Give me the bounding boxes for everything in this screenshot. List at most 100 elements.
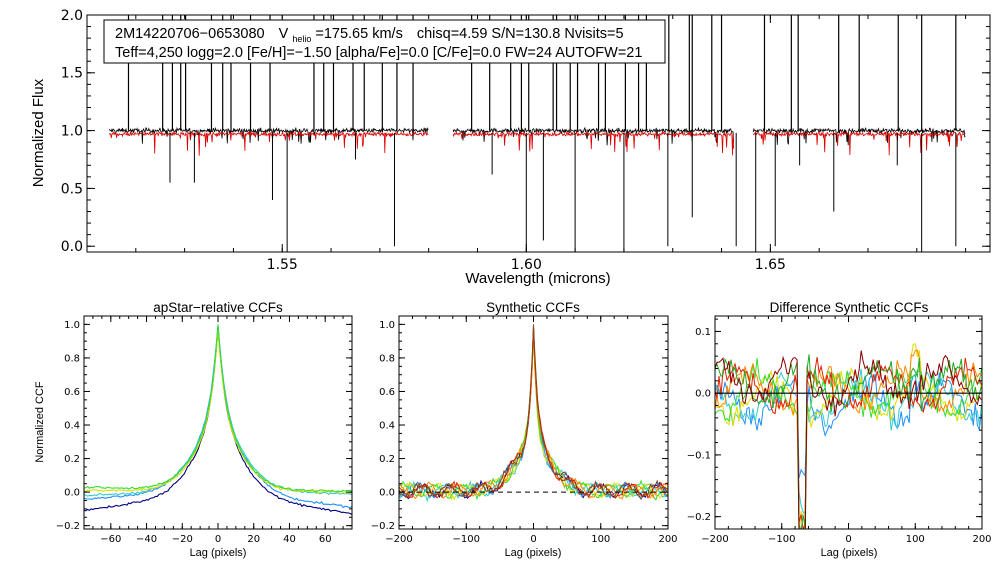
annotation-line-1: 2M14220706−0653080 V helio =175.65 km/s … xyxy=(115,26,624,46)
apstar-ccf-xtick-label: −40 xyxy=(136,534,157,545)
spectrum-ticks: 1.55 1.60 1.65 0.0 0.5 1.0 1.5 2.0 xyxy=(61,8,990,273)
fit-stats: chisq=4.59 S/N=130.8 Nvisits=5 xyxy=(417,26,624,42)
apstar-ccf-ytick-label: 0.6 xyxy=(64,387,80,398)
spectrum-xtick-label: 1.65 xyxy=(755,257,786,273)
synthetic-ccf-ytick-label: −0.2 xyxy=(371,521,395,532)
synthetic-ccf-xtick-label: −200 xyxy=(385,534,412,545)
vhelio-prefix: V xyxy=(279,26,289,42)
synthetic-ccf-line xyxy=(399,326,668,499)
spectrum-observed-line xyxy=(108,126,429,144)
spectrum-observed-line xyxy=(752,126,966,146)
spectrum-ytick-label: 1.5 xyxy=(61,66,83,82)
apstar-ccf-line xyxy=(84,329,352,497)
difference-ccf-panel: Difference Synthetic CCFs −200 −100 0 100 20… xyxy=(687,300,992,559)
spectrum-panel: 1.55 1.60 1.65 0.0 0.5 1.0 1.5 2.0 Wavelength (… xyxy=(30,8,991,287)
synthetic-ccf-title: Synthetic CCFs xyxy=(486,300,580,315)
difference-ccf-ytick-label: 0.0 xyxy=(695,389,711,400)
synthetic-ccf-line xyxy=(399,327,668,500)
synthetic-ccf-series xyxy=(399,324,668,503)
apstar-ccf-line xyxy=(84,326,352,509)
spectrum-xtick-label: 1.55 xyxy=(267,257,298,273)
synthetic-ccf-ytick-label: 1.0 xyxy=(379,320,395,331)
synthetic-ccf-ytick-label: 0.2 xyxy=(379,454,395,465)
difference-ccf-line xyxy=(715,358,982,529)
synthetic-ccf-ticks: −200 −100 0 100 200 −0.2 0.0 0.2 0.4 0.6 0.8 1.0 xyxy=(371,315,678,545)
synthetic-ccf-xtick-label: 0 xyxy=(530,534,536,545)
synthetic-ccf-line xyxy=(399,331,668,501)
difference-ccf-line xyxy=(715,349,982,529)
difference-ccf-ytick-label: −0.2 xyxy=(687,512,711,523)
annotation-line-2: Teff=4,250 logg=2.0 [Fe/H]=−1.50 [alpha/… xyxy=(115,45,642,61)
apstar-ccf-ytick-label: 0.8 xyxy=(64,353,80,364)
synthetic-ccf-line xyxy=(399,329,668,500)
vhelio-value: =175.65 km/s xyxy=(315,26,402,42)
apstar-ccf-plot-area xyxy=(84,324,352,516)
difference-ccf-title: Difference Synthetic CCFs xyxy=(770,300,929,315)
synthetic-ccf-ytick-label: 0.8 xyxy=(379,353,395,364)
synthetic-ccf-line xyxy=(399,324,668,501)
synthetic-ccf-line xyxy=(399,336,668,503)
difference-ccf-ticks: −200 −100 0 100 200 −0.2 −0.1 0.0 0.1 xyxy=(687,316,992,545)
spectrum-ytick-label: 2.0 xyxy=(61,8,83,24)
apstar-ccf-xtick-label: −60 xyxy=(100,534,121,545)
apstar-ccf-axes-frame xyxy=(83,315,353,530)
spectrum-ytick-label: 0.5 xyxy=(61,181,83,197)
apstar-ccf-series xyxy=(84,324,352,516)
difference-ccf-series xyxy=(715,343,982,529)
spectrum-xtick-label: 1.60 xyxy=(511,257,542,273)
spectrum-model-line xyxy=(452,130,734,156)
difference-ccf-plot-area xyxy=(715,343,982,529)
difference-ccf-xtick-label: 100 xyxy=(906,534,925,545)
spectrum-model-line xyxy=(752,129,966,156)
apstar-ccf-ticks: −60 −40 −20 0 20 40 60 −0.2 0.0 0.2 0.4 0.6 0.8 1.0 xyxy=(56,315,353,545)
difference-ccf-line xyxy=(715,350,982,529)
apstar-ccf-xtick-label: 60 xyxy=(319,534,332,545)
apstar-ccf-y-label: Normalized CCF xyxy=(34,381,46,463)
difference-ccf-ytick-label: 0.1 xyxy=(695,327,711,338)
apstar-ccf-xtick-label: 0 xyxy=(215,534,221,545)
apstar-ccf-xtick-label: 20 xyxy=(247,534,260,545)
apstar-ccf-ytick-label: −0.2 xyxy=(56,521,80,532)
synthetic-ccf-ytick-label: 0.4 xyxy=(379,421,395,432)
synthetic-ccf-xtick-label: −100 xyxy=(453,534,480,545)
difference-ccf-xtick-label: 0 xyxy=(845,534,851,545)
synthetic-ccf-panel: Synthetic CCFs −200 −100 0 100 200 −0.2 0.0 0.2… xyxy=(371,300,678,559)
apstar-ccf-xtick-label: 40 xyxy=(283,534,296,545)
synthetic-ccf-ytick-label: 0.6 xyxy=(379,387,395,398)
spectrum-y-label: Normalized Flux xyxy=(30,78,47,187)
apstar-ccf-ytick-label: 1.0 xyxy=(64,320,80,331)
apstar-ccf-ytick-label: 0.2 xyxy=(64,454,80,465)
apstar-ccf-line xyxy=(84,324,352,493)
difference-ccf-x-label: Lag (pixels) xyxy=(821,547,878,559)
spectrum-ytick-label: 0.0 xyxy=(61,239,83,255)
synthetic-ccf-line xyxy=(399,337,668,501)
apstar-ccf-panel: apStar−relative CCFs −60 −40 −20 0 20 40 60 −0.… xyxy=(34,300,353,559)
difference-ccf-xtick-label: −200 xyxy=(701,534,728,545)
vhelio-subscript: helio xyxy=(292,34,311,44)
synthetic-ccf-xtick-label: 100 xyxy=(591,534,610,545)
apstar-ccf-xtick-label: −20 xyxy=(172,534,193,545)
difference-ccf-xtick-label: 200 xyxy=(972,534,991,545)
spectrum-ytick-label: 1.0 xyxy=(61,124,83,140)
synthetic-ccf-ytick-label: 0.0 xyxy=(379,488,395,499)
difference-ccf-ytick-label: −0.1 xyxy=(687,450,711,461)
difference-ccf-xtick-label: −100 xyxy=(768,534,795,545)
apstar-ccf-ytick-label: 0.4 xyxy=(64,421,80,432)
apstar-ccf-ytick-label: 0.0 xyxy=(64,488,80,499)
apstar-ccf-line xyxy=(84,331,352,495)
synthetic-ccf-plot-area xyxy=(399,324,668,503)
apstar-ccf-x-label: Lag (pixels) xyxy=(190,547,247,559)
annotation-box-frame xyxy=(103,19,666,64)
synthetic-ccf-xtick-label: 200 xyxy=(658,534,677,545)
spectrum-x-label: Wavelength (microns) xyxy=(465,270,610,287)
spectrum-annotation-box: 2M14220706−0653080 V helio =175.65 km/s … xyxy=(103,19,666,64)
apstar-ccf-line xyxy=(84,327,352,516)
synthetic-ccf-x-label: Lag (pixels) xyxy=(505,547,562,559)
difference-ccf-line xyxy=(715,354,982,529)
star-id: 2M14220706−0653080 xyxy=(115,26,265,42)
spectrum-model-line xyxy=(108,130,429,156)
spectrum-observed-line xyxy=(452,126,734,146)
synthetic-ccf-line xyxy=(399,332,668,499)
spectrum-axes-frame xyxy=(86,14,991,253)
